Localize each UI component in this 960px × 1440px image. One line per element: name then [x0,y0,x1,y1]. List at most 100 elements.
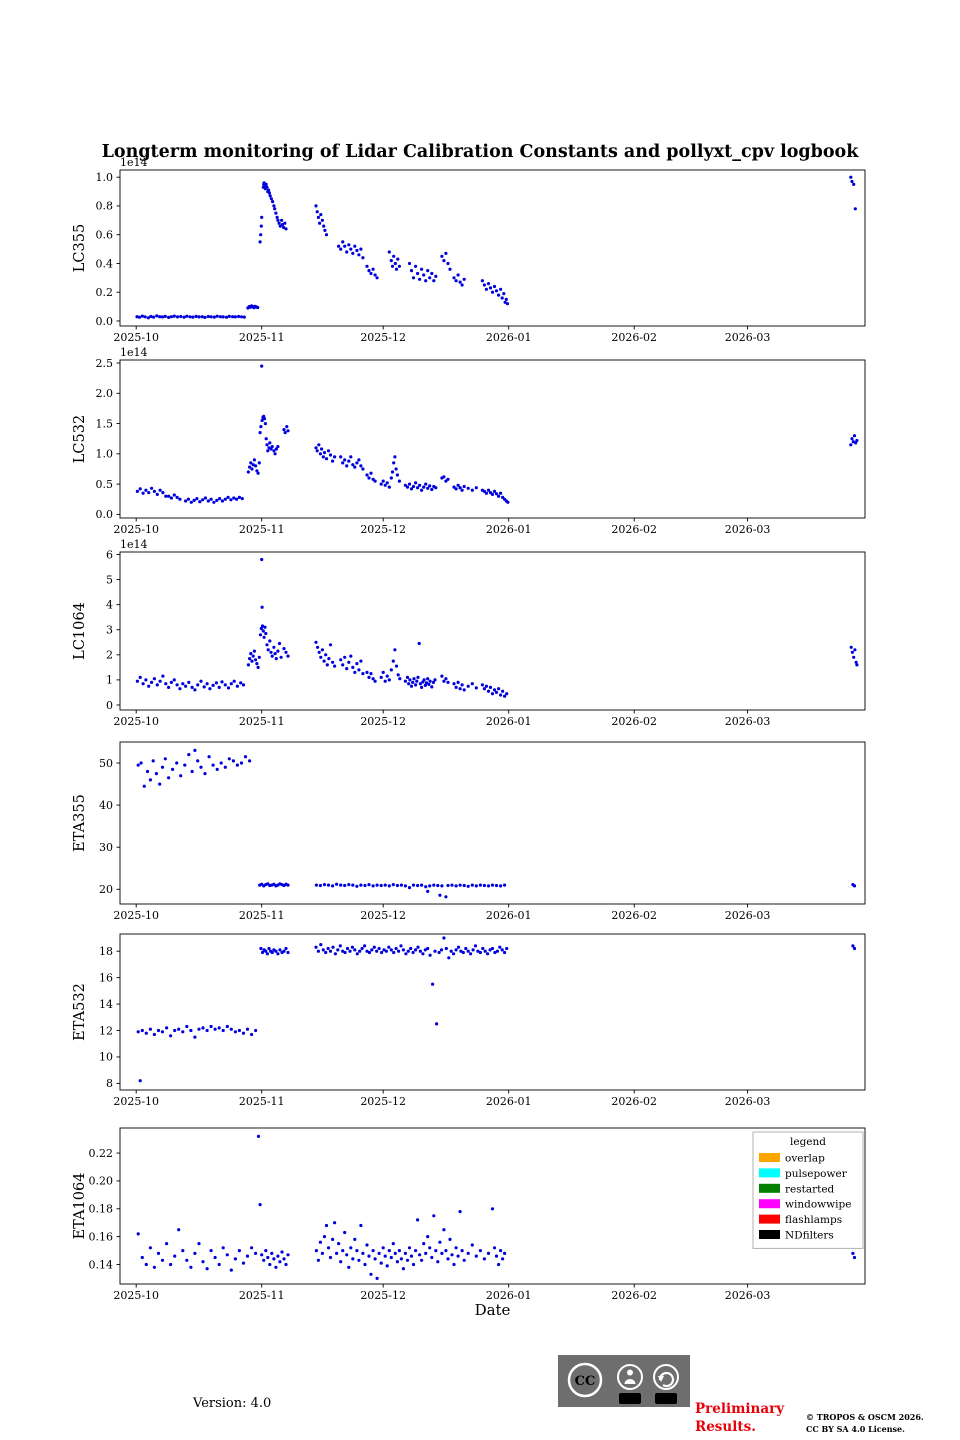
scatter-points-LC532 [135,364,859,504]
legend-swatch-restarted [759,1183,780,1193]
y-tick-label: 3 [106,624,113,637]
y-axis-offset-text: 1e14 [120,538,148,551]
x-tick-label: 2026-02 [611,523,657,536]
y-tick-label: 0.14 [89,1258,114,1271]
y-tick-label: 2.0 [96,387,114,400]
y-axis-offset-text: 1e14 [120,346,148,359]
y-tick-label: 6 [106,548,113,561]
y-axis-label: ETA355 [72,794,88,852]
legend-label: flashlamps [785,1214,842,1226]
x-tick-label: 2025-10 [113,1095,159,1108]
y-tick-label: 1.0 [96,448,114,461]
copyright-line2: CC BY SA 4.0 License. [806,1423,905,1434]
y-tick-label: 1.5 [96,417,114,430]
x-tick-label: 2026-03 [725,523,771,536]
y-tick-label: 0.0 [96,508,114,521]
y-tick-label: 20 [99,883,113,896]
x-axis-label: Date [474,1301,511,1319]
legend-label: windowwipe [785,1199,851,1211]
x-tick-label: 2026-03 [725,909,771,922]
x-tick-label: 2025-12 [360,523,406,536]
legend-label: pulsepower [785,1168,848,1180]
sa-label: SA [660,1394,673,1404]
y-axis-label: ETA532 [72,983,88,1041]
y-axis-label: LC532 [72,415,88,463]
y-tick-label: 12 [99,1024,113,1037]
y-axis-label: LC355 [72,224,88,272]
cc-icon: CC [567,1362,603,1398]
y-tick-label: 40 [99,799,113,812]
y-tick-label: 8 [106,1077,113,1090]
legend-swatch-flashlamps [759,1214,780,1224]
x-tick-label: 2025-11 [239,1289,285,1302]
y-tick-label: 4 [106,598,113,611]
legend-swatch-windowwipe [759,1199,780,1209]
x-tick-label: 2026-01 [486,1289,532,1302]
y-tick-label: 0.18 [89,1203,114,1216]
charts-canvas: 2025-10 2025-11 2025-12 2026-01 2026-02 2026-… [72,156,866,1302]
x-tick-label: 2025-10 [113,331,159,344]
y-tick-label: 5 [106,573,113,586]
x-tick-label: 2025-11 [239,909,285,922]
panel-ETA532: 2025-10 2025-11 2025-12 2026-01 2026-02 2026-… [72,933,866,1108]
x-tick-label: 2025-10 [113,715,159,728]
x-tick-label: 2026-03 [725,331,771,344]
panel-LC355: 2025-10 2025-11 2025-12 2026-01 2026-02 2026-… [72,156,866,344]
x-tick-label: 2026-01 [486,909,532,922]
scatter-points-ETA1064 [136,1134,857,1280]
y-tick-label: 16 [99,971,113,984]
y-tick-label: 0.8 [96,200,114,213]
sa-share-alike-icon: SA [653,1364,679,1404]
copyright-line1: © TROPOS & OSCM 2026. [806,1412,924,1422]
y-tick-label: 2.5 [96,357,114,370]
y-tick-label: 0.16 [89,1230,114,1243]
x-tick-label: 2026-03 [725,1095,771,1108]
x-tick-label: 2025-11 [239,331,285,344]
x-tick-label: 2026-03 [725,715,771,728]
scatter-points-LC355 [135,175,857,320]
cc-icon-text: CC [575,1374,596,1389]
y-tick-label: 18 [99,945,113,958]
x-tick-label: 2026-02 [611,715,657,728]
y-tick-label: 0.22 [89,1147,114,1160]
legend-label: NDfilters [785,1230,834,1242]
panel-LC1064: 2025-10 2025-11 2025-12 2026-01 2026-02 2026-… [72,538,866,728]
y-tick-label: 1 [106,674,113,687]
legend-label: overlap [785,1153,825,1165]
y-tick-label: 0.4 [96,257,114,270]
y-tick-label: 2 [106,649,113,662]
cc-license-badge: CC BY SA [558,1355,690,1407]
x-tick-label: 2025-11 [239,1095,285,1108]
y-tick-label: 14 [99,998,113,1011]
x-tick-label: 2025-12 [360,331,406,344]
x-tick-label: 2026-02 [611,1289,657,1302]
x-tick-label: 2026-03 [725,1289,771,1302]
y-tick-label: 0.20 [89,1175,114,1188]
panel-ETA355: 2025-10 2025-11 2025-12 2026-01 2026-02 2026-… [72,741,866,922]
x-tick-label: 2026-01 [486,715,532,728]
y-tick-label: 0.5 [96,478,114,491]
x-tick-label: 2025-11 [239,715,285,728]
legend: legend overlap pulsepower restarted windowwi… [752,1131,864,1249]
x-tick-label: 2026-01 [486,331,532,344]
x-tick-label: 2025-11 [239,523,285,536]
legend-label: restarted [785,1183,835,1195]
scatter-points-ETA532 [136,936,857,1083]
preliminary-results-note: Preliminary Results. [695,1401,785,1435]
x-tick-label: 2025-12 [360,1095,406,1108]
x-tick-label: 2026-02 [611,1095,657,1108]
legend-swatch-pulsepower [759,1168,780,1178]
y-tick-label: 0 [106,699,113,712]
x-tick-label: 2025-12 [360,1289,406,1302]
x-tick-label: 2025-12 [360,909,406,922]
x-tick-label: 2026-02 [611,909,657,922]
y-axis-label: LC1064 [72,602,88,660]
by-person-icon: BY [617,1364,643,1404]
panel-LC532: 2025-10 2025-11 2025-12 2026-01 2026-02 2026-… [72,346,866,536]
x-tick-label: 2025-10 [113,909,159,922]
x-tick-label: 2026-01 [486,523,532,536]
panel-ETA1064: 2025-10 2025-11 2025-12 2026-01 2026-02 2026-… [72,1127,866,1302]
y-tick-label: 0.0 [96,315,114,328]
y-tick-label: 1.0 [96,171,114,184]
y-tick-label: 50 [99,757,113,770]
